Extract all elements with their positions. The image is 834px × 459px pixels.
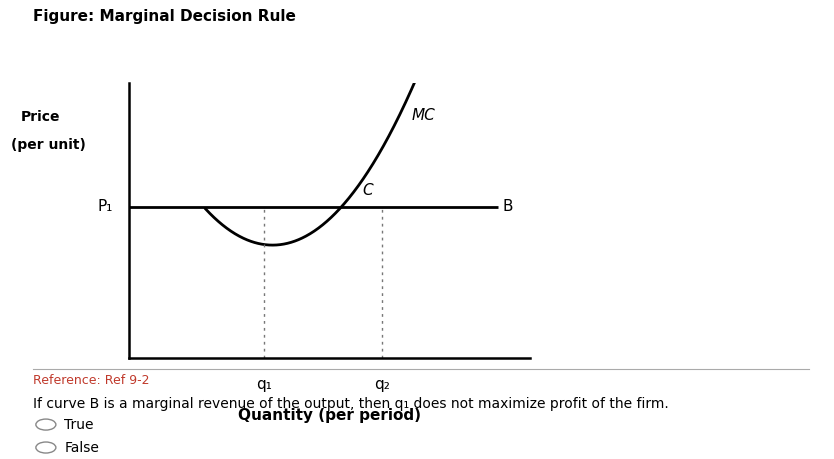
Text: True: True xyxy=(64,418,93,431)
Text: B: B xyxy=(503,199,513,214)
Text: q₂: q₂ xyxy=(374,377,390,392)
Text: Price: Price xyxy=(21,110,60,124)
Text: q₁: q₁ xyxy=(256,377,272,392)
Text: Reference: Ref 9-2: Reference: Ref 9-2 xyxy=(33,374,150,387)
Text: If curve B is a marginal revenue of the output, then q₁ does not maximize profit: If curve B is a marginal revenue of the … xyxy=(33,397,669,411)
Text: Quantity (per period): Quantity (per period) xyxy=(238,408,421,423)
Text: False: False xyxy=(64,441,99,454)
Text: (per unit): (per unit) xyxy=(11,138,86,152)
Text: Figure: Marginal Decision Rule: Figure: Marginal Decision Rule xyxy=(33,9,296,24)
Text: MC: MC xyxy=(412,108,435,123)
Text: P₁: P₁ xyxy=(97,199,113,214)
Text: C: C xyxy=(362,183,373,198)
